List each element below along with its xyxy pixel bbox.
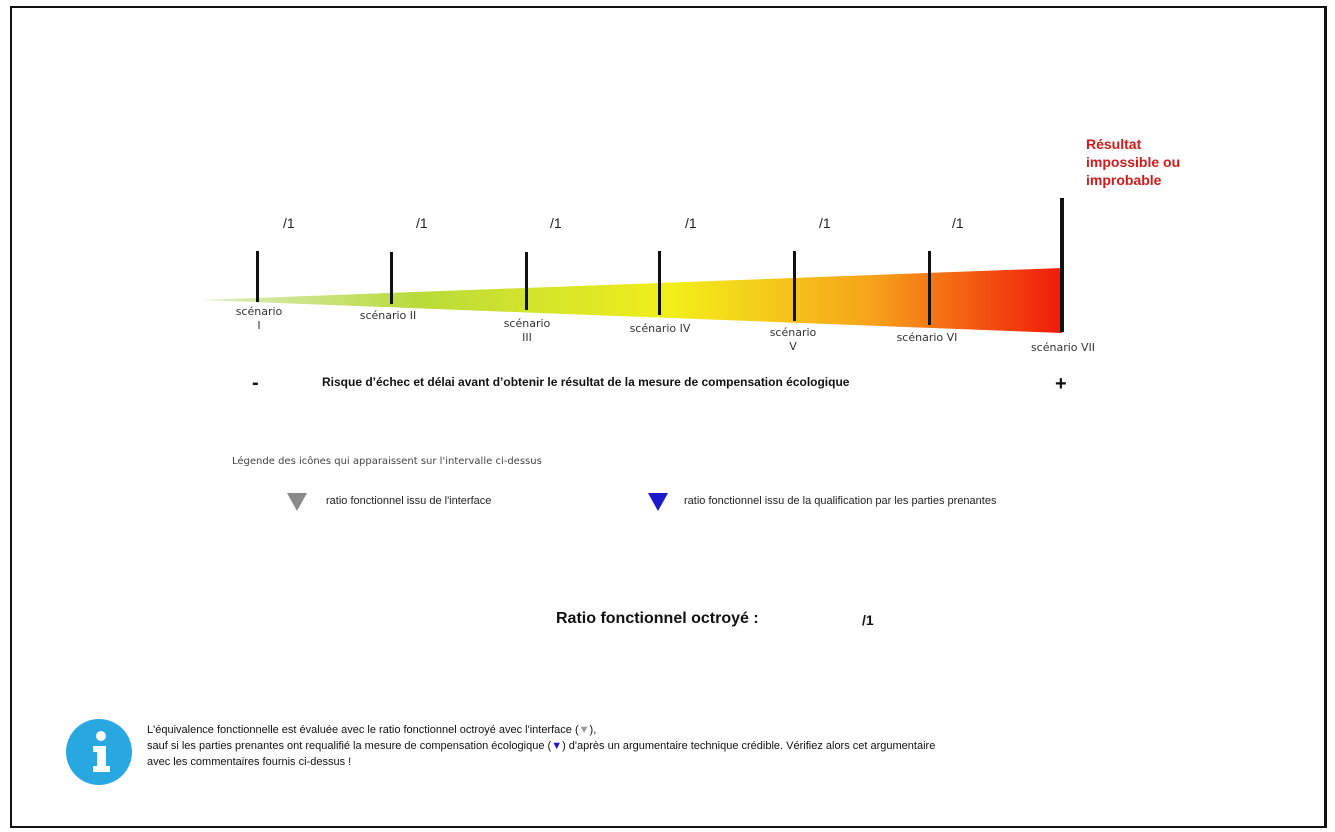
gradient-polygon (200, 268, 1062, 333)
gray-triangle-icon (287, 493, 307, 511)
axis-plus: + (1055, 373, 1067, 395)
blue-triangle-inline-icon: ▼ (551, 740, 563, 752)
tick-scenario-6 (928, 251, 931, 325)
tick-scenario-5 (793, 251, 796, 321)
legend-blue-text: ratio fonctionnel issu de la qualificati… (684, 495, 997, 507)
legend-title: Légende des icônes qui apparaissent sur … (232, 456, 542, 467)
axis-minus: - (252, 372, 259, 394)
info-line-3: avec les commentaires fournis ci-dessus … (147, 756, 352, 768)
label-scenario-3: scénario III (503, 317, 551, 344)
tick-scenario-7 (1060, 198, 1064, 332)
info-line-2: sauf si les parties prenantes ont requal… (147, 740, 936, 752)
label-scenario-4: scénario IV (629, 322, 691, 335)
axis-label: Risque d’échec et délai avant d’obtenir … (322, 375, 850, 389)
label-scenario-2: scénario II (359, 309, 417, 322)
diagram-frame (10, 6, 1327, 828)
ratio-scenario-1: /1 (283, 215, 295, 231)
ratio-scenario-2: /1 (416, 215, 428, 231)
info-text: L'équivalence fonctionnelle est évaluée … (147, 722, 935, 770)
info-icon (66, 719, 132, 785)
impossible-result-label: Résultat impossible ou improbable (1086, 136, 1181, 188)
granted-ratio-label: Ratio fonctionnel octroyé : (556, 610, 759, 627)
tick-scenario-3 (525, 252, 528, 310)
info-line-1: L'équivalence fonctionnelle est évaluée … (147, 724, 597, 736)
label-scenario-5: scénario V (769, 326, 817, 353)
tick-scenario-1 (256, 251, 259, 302)
blue-triangle-icon (648, 493, 668, 511)
label-scenario-6: scénario VI (896, 331, 958, 344)
tick-scenario-2 (390, 252, 393, 304)
ratio-scenario-6: /1 (952, 215, 964, 231)
label-scenario-1: scénario I (235, 305, 283, 332)
gray-triangle-inline-icon: ▼ (578, 724, 590, 736)
ratio-scenario-4: /1 (685, 215, 697, 231)
ratio-scenario-3: /1 (550, 215, 562, 231)
ratio-scenario-5: /1 (819, 215, 831, 231)
granted-ratio-value: /1 (862, 612, 874, 628)
tick-scenario-4 (658, 251, 661, 315)
label-scenario-7: scénario VII (1030, 341, 1096, 354)
legend-gray-text: ratio fonctionnel issu de l'interface (326, 495, 492, 507)
